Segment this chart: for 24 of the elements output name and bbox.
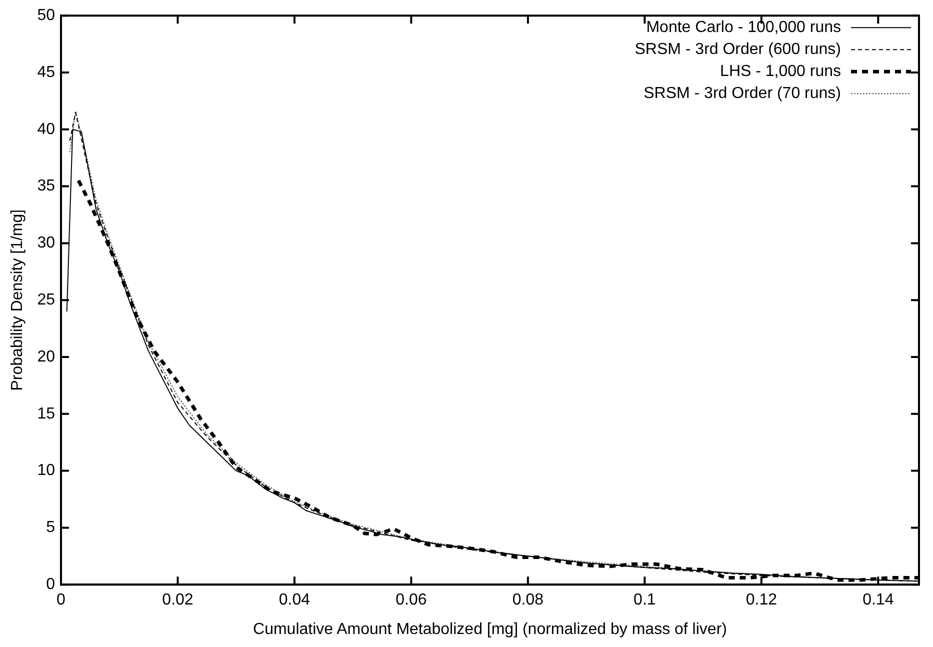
y-tick-label: 5 [46, 519, 56, 536]
y-tick-label: 50 [37, 7, 56, 24]
y-tick-label: 20 [37, 348, 56, 366]
legend-label: LHS - 1,000 runs [720, 63, 841, 80]
y-tick-label: 25 [37, 292, 56, 309]
legend-label: SRSM - 3rd Order (600 runs) [634, 41, 841, 58]
y-tick-label: 40 [37, 120, 56, 138]
y-tick-label: 0 [46, 576, 56, 594]
x-axis-title: Cumulative Amount Metabolized [mg] (normalized by mass of liver) [253, 620, 727, 638]
y-tick-label: 30 [37, 234, 56, 252]
x-tick-label: 0.02 [162, 592, 194, 609]
x-tick-label: 0.14 [862, 592, 894, 609]
y-tick-label: 15 [37, 405, 56, 422]
x-tick-label: 0.12 [746, 592, 778, 609]
x-tick-label: 0.1 [634, 592, 656, 609]
y-axis-title: Probability Density [1/mg] [9, 209, 26, 391]
legend-label: Monte Carlo - 100,000 runs [646, 19, 841, 36]
y-tick-label: 35 [37, 178, 56, 195]
x-tick-label: 0.04 [278, 592, 310, 609]
legend-label: SRSM - 3rd Order (70 runs) [644, 85, 841, 102]
y-tick-label: 10 [37, 462, 56, 480]
y-tick-label: 45 [37, 64, 56, 81]
x-tick-label: 0.06 [396, 592, 427, 609]
x-tick-label: 0.08 [512, 592, 544, 609]
